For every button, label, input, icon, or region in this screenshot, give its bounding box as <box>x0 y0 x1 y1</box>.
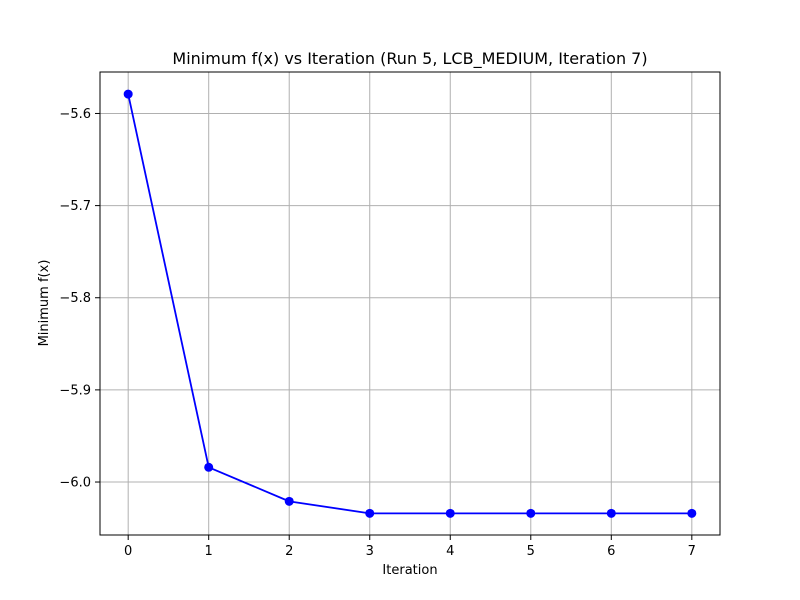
x-tick-label: 7 <box>688 544 696 559</box>
x-tick-label: 2 <box>285 544 293 559</box>
y-tick-label: −5.6 <box>59 107 91 122</box>
data-point <box>445 508 455 518</box>
y-tick-label: −5.9 <box>59 383 91 398</box>
x-tick-label: 4 <box>446 544 454 559</box>
x-axis-label: Iteration <box>382 563 437 578</box>
x-tick-label: 6 <box>607 544 615 559</box>
data-point <box>687 508 697 518</box>
x-tick-label: 3 <box>366 544 374 559</box>
series-line <box>127 93 692 515</box>
x-tick-label: 1 <box>205 544 213 559</box>
series-layer <box>123 89 697 518</box>
plot-frame <box>99 71 721 536</box>
y-axis-label: Minimum f(x) <box>37 260 52 347</box>
y-tick-label: −5.7 <box>59 199 91 214</box>
data-point <box>526 508 536 518</box>
ticks: 0 1 2 3 4 5 6 7 −5.6 −5.7 −5.8 −5.9 −6.0 <box>59 107 696 559</box>
y-tick-label: −6.0 <box>59 476 91 491</box>
grid <box>100 72 720 535</box>
x-tick-label: 0 <box>124 544 132 559</box>
y-tick-label: −5.8 <box>59 291 91 306</box>
data-point <box>204 462 214 472</box>
data-point <box>123 89 133 99</box>
data-point <box>606 508 616 518</box>
x-tick-label: 5 <box>527 544 535 559</box>
data-point <box>284 496 294 506</box>
data-point <box>365 508 375 518</box>
chart-title: Minimum f(x) vs Iteration (Run 5, LCB_ME… <box>172 49 647 69</box>
